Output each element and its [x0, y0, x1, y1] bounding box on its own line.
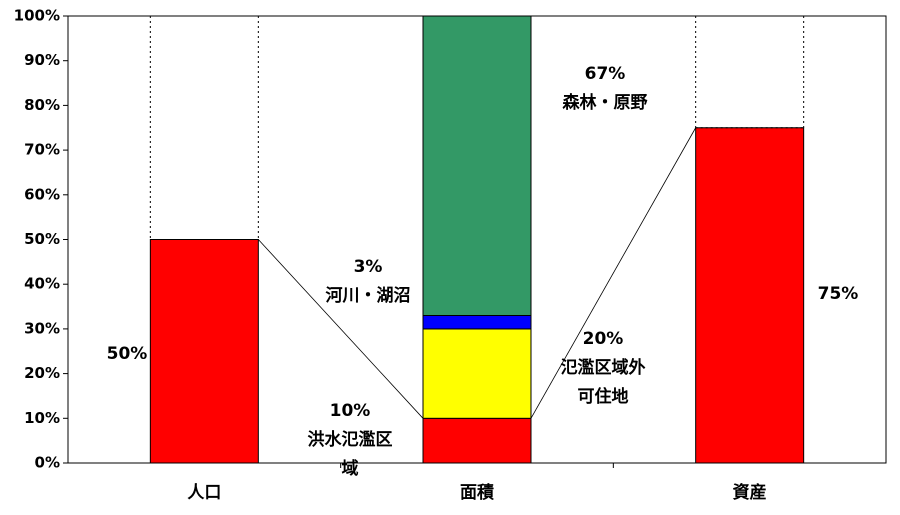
annotation: 20% 氾濫区域外可住地 [558, 325, 648, 412]
y-tick-label: 70% [24, 141, 60, 159]
bar-segment [422, 417, 532, 464]
y-tick-label: 90% [24, 51, 60, 69]
x-tick-label: 人口 [187, 483, 221, 503]
value-label: 10% [329, 401, 371, 421]
y-tick-label: 10% [24, 409, 60, 427]
y-tick-label: 20% [24, 364, 60, 382]
bar-segment [149, 239, 259, 464]
value-label: 67% [584, 64, 626, 84]
value-label: 50% [106, 344, 148, 364]
annotation: 50% [82, 340, 172, 369]
bar-segment [695, 127, 805, 464]
x-tick-label: 資産 [733, 482, 767, 503]
series-name: 氾濫区域外可住地 [560, 358, 646, 407]
bar-segment [422, 314, 532, 330]
annotation: 67% 森林・原野 [560, 60, 650, 118]
annotation: 10% 洪水氾濫区域 [305, 397, 395, 484]
y-tick-label: 40% [24, 275, 60, 293]
y-tick-label: 50% [24, 230, 60, 248]
y-tick-label: 0% [35, 454, 60, 472]
annotation: 3% 河川・湖沼 [323, 253, 413, 311]
y-tick-label: 100% [14, 7, 60, 25]
connector [258, 239, 424, 419]
value-label: 20% [582, 329, 624, 349]
y-tick-label: 30% [24, 319, 60, 337]
y-tick-label: 60% [24, 185, 60, 203]
bar-segment [422, 15, 532, 316]
series-name: 河川・湖沼 [325, 286, 411, 306]
series-name: 森林・原野 [562, 93, 648, 113]
annotation: 75% [793, 280, 883, 309]
connector [530, 127, 697, 419]
x-tick-label: 面積 [460, 482, 495, 503]
bar-segment [422, 328, 532, 419]
value-label: 75% [817, 284, 859, 304]
series-name: 洪水氾濫区域 [307, 430, 393, 479]
value-label: 3% [353, 257, 383, 277]
y-tick-label: 80% [24, 96, 60, 114]
